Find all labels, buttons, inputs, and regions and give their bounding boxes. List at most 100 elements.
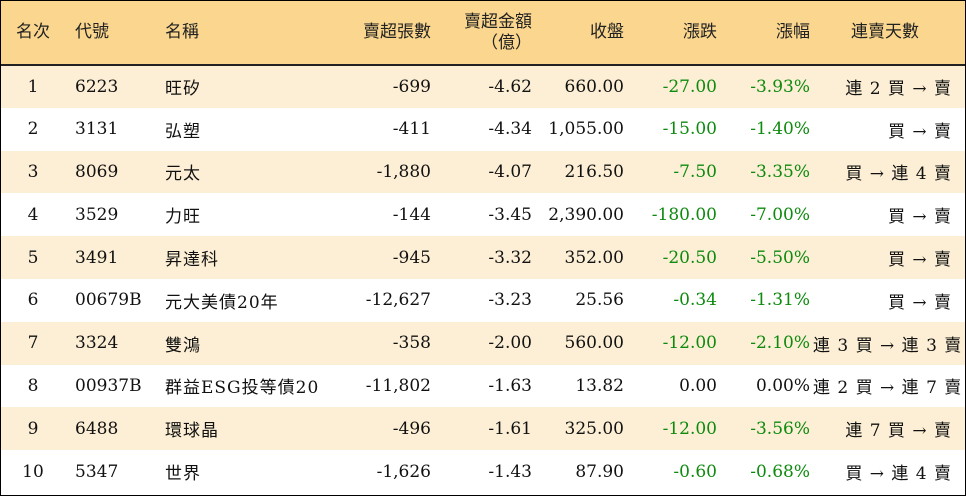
cell-sell-amount: -3.23: [488, 290, 532, 311]
cell-change: -0.34: [673, 290, 717, 311]
cell-close: 1,055.00: [548, 119, 624, 140]
cell-rank: 7: [27, 333, 39, 354]
cell-sell-lots: -1,626: [376, 461, 431, 482]
cell-sell-amount: -4.07: [488, 161, 532, 182]
cell-sell-lots: -1,880: [376, 161, 431, 182]
cell-close: 560.00: [564, 333, 624, 354]
cell-change-pct: 0.00%: [755, 375, 810, 396]
cell-sell-lots: -12,627: [365, 290, 431, 311]
header-change-pct[interactable]: 漲幅: [720, 1, 813, 66]
cell-sell-amount: -2.00: [488, 333, 532, 354]
cell-rank: 4: [27, 204, 39, 225]
cell-sell-lots: -411: [392, 119, 431, 140]
table-row[interactable]: 5 3491 昇達科 -945 -3.32 352.00 -20.50 -5.5…: [1, 236, 965, 279]
table-row[interactable]: 1 6223 旺矽 -699 -4.62 660.00 -27.00 -3.93…: [1, 65, 965, 108]
cell-code: 3324: [75, 333, 119, 354]
table-row[interactable]: 8 00937B 群益ESG投等債20 -11,802 -1.63 13.82 …: [1, 364, 965, 408]
table-row[interactable]: 4 3529 力旺 -144 -3.45 2,390.00 -180.00 -7…: [1, 193, 965, 237]
cell-streak: 連 3 買 → 連 3 賣: [813, 335, 963, 356]
cell-sell-lots: -144: [392, 204, 431, 225]
cell-sell-lots: -358: [392, 333, 431, 354]
cell-close: 660.00: [564, 76, 624, 97]
table-row[interactable]: 3 8069 元太 -1,880 -4.07 216.50 -7.50 -3.3…: [1, 150, 965, 194]
cell-sell-lots: -699: [392, 76, 431, 97]
cell-change: -12.00: [662, 333, 717, 354]
cell-change: -20.50: [662, 247, 717, 268]
cell-change-pct: -1.31%: [750, 290, 810, 311]
cell-code: 00937B: [75, 375, 142, 396]
cell-name: 弘塑: [165, 121, 201, 142]
table-header: 名次 代號 名稱 賣超張數 賣超金額 （億） 收盤 漲跌 漲幅 連賣天數: [1, 1, 965, 66]
cell-streak: 買 → 賣: [887, 250, 952, 271]
cell-sell-amount: -1.61: [488, 418, 532, 439]
cell-change: -0.60: [673, 461, 717, 482]
cell-sell-amount: -1.43: [488, 461, 532, 482]
header-streak[interactable]: 連賣天數: [813, 1, 965, 66]
cell-change: 0.00: [679, 375, 717, 396]
header-close[interactable]: 收盤: [534, 1, 627, 66]
header-sell-lots[interactable]: 賣超張數: [341, 1, 432, 66]
cell-change: -7.50: [673, 161, 717, 182]
cell-name: 力旺: [165, 207, 201, 228]
cell-change-pct: -3.56%: [750, 418, 810, 439]
cell-streak: 連 2 買 → 連 7 賣: [813, 378, 963, 399]
cell-close: 2,390.00: [548, 204, 624, 225]
table-row[interactable]: 2 3131 弘塑 -411 -4.34 1,055.00 -15.00 -1.…: [1, 107, 965, 151]
cell-change-pct: -3.93%: [750, 76, 810, 97]
cell-change: -15.00: [662, 119, 717, 140]
cell-close: 25.56: [575, 290, 624, 311]
table-row[interactable]: 7 3324 雙鴻 -358 -2.00 560.00 -12.00 -2.10…: [1, 321, 965, 365]
table-row[interactable]: 9 6488 環球晶 -496 -1.61 325.00 -12.00 -3.5…: [1, 407, 965, 451]
cell-sell-amount: -1.63: [488, 375, 532, 396]
cell-code: 8069: [75, 161, 119, 182]
header-code[interactable]: 代號: [65, 1, 159, 66]
cell-sell-lots: -945: [392, 247, 431, 268]
cell-sell-amount: -3.32: [488, 247, 532, 268]
cell-sell-lots: -11,802: [365, 375, 431, 396]
cell-name: 元大美債20年: [165, 292, 279, 313]
cell-rank: 3: [27, 161, 39, 182]
cell-name: 雙鴻: [165, 335, 201, 356]
header-sell-amount-line2: （億）: [481, 32, 532, 53]
cell-close: 216.50: [564, 161, 624, 182]
cell-sell-amount: -4.34: [488, 119, 532, 140]
header-sell-amount[interactable]: 賣超金額 （億）: [432, 1, 534, 66]
cell-close: 87.90: [575, 461, 624, 482]
table-row[interactable]: 10 5347 世界 -1,626 -1.43 87.90 -0.60 -0.6…: [1, 450, 965, 493]
cell-sell-amount: -3.45: [488, 204, 532, 225]
cell-code: 00679B: [75, 290, 142, 311]
cell-code: 3131: [75, 119, 119, 140]
cell-rank: 2: [27, 119, 39, 140]
header-rank[interactable]: 名次: [1, 1, 65, 66]
header-row: 名次 代號 名稱 賣超張數 賣超金額 （億） 收盤 漲跌 漲幅 連賣天數: [1, 1, 965, 66]
table-row[interactable]: 6 00679B 元大美債20年 -12,627 -3.23 25.56 -0.…: [1, 278, 965, 322]
cell-name: 環球晶: [165, 421, 219, 442]
cell-streak: 連 7 買 → 賣: [845, 421, 952, 442]
cell-streak: 買 → 連 4 賣: [845, 164, 952, 185]
cell-close: 352.00: [564, 247, 624, 268]
table-body: 1 6223 旺矽 -699 -4.62 660.00 -27.00 -3.93…: [1, 65, 965, 493]
cell-name: 群益ESG投等債20: [165, 378, 320, 399]
header-sell-amount-line1: 賣超金額: [464, 11, 532, 32]
cell-change-pct: -2.10%: [750, 333, 810, 354]
cell-code: 6223: [75, 76, 119, 97]
cell-change-pct: -1.40%: [750, 119, 810, 140]
cell-change-pct: -0.68%: [750, 461, 810, 482]
cell-name: 元太: [165, 164, 201, 185]
cell-streak: 買 → 賣: [887, 292, 952, 313]
cell-code: 3491: [75, 247, 119, 268]
header-name[interactable]: 名稱: [159, 1, 341, 66]
cell-streak: 買 → 賣: [887, 121, 952, 142]
cell-rank: 5: [27, 247, 39, 268]
cell-streak: 買 → 賣: [887, 207, 952, 228]
header-change[interactable]: 漲跌: [627, 1, 720, 66]
cell-rank: 1: [27, 76, 39, 97]
cell-change-pct: -7.00%: [750, 204, 810, 225]
cell-change: -12.00: [662, 418, 717, 439]
cell-sell-lots: -496: [392, 418, 431, 439]
cell-code: 3529: [75, 204, 119, 225]
cell-code: 5347: [75, 461, 119, 482]
cell-change-pct: -5.50%: [750, 247, 810, 268]
cell-rank: 10: [22, 461, 44, 482]
